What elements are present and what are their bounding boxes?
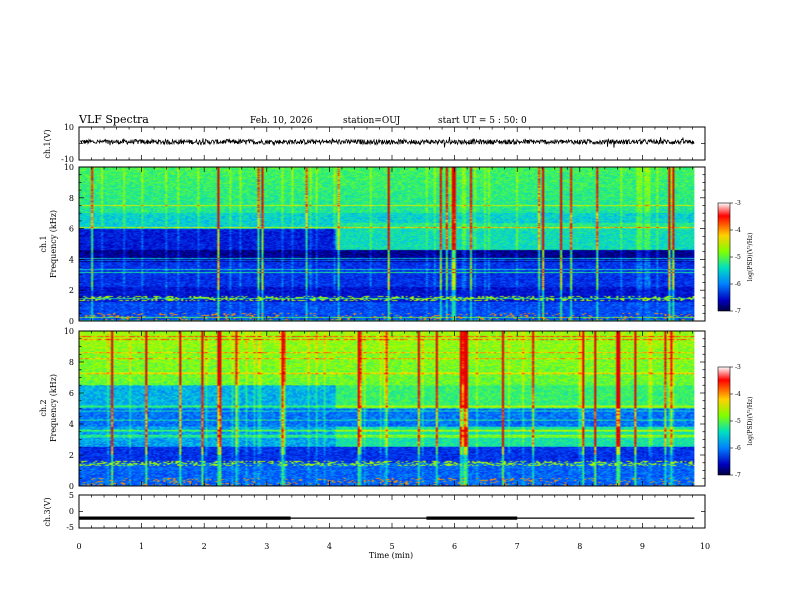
ch3-signal-ticks (78, 494, 706, 529)
ch3-ytick-mid: 0 (69, 507, 74, 516)
ch2-spec-ytick-label: 0 (69, 482, 74, 491)
ch3-signal-panel: 5 0 -5 ch.3(V) (43, 491, 706, 532)
ch2-spectrogram-ylabel: Frequency (kHz) (49, 374, 58, 442)
ch1-spectrogram-panel: 0 2 4 6 8 10 ch.1 Frequency (kHz) (39, 163, 706, 326)
ch2-colorbar-label: log(PSD)(V²/Hz) (747, 397, 754, 446)
x-axis-tick-labels: 0 1 2 3 4 5 6 7 8 9 10 (76, 542, 710, 551)
x-tick-label: 7 (515, 542, 520, 551)
ch1-colorbar-gradient (718, 203, 730, 311)
ch1-waveform-ylabel: ch.1(V) (43, 129, 52, 158)
ch1-waveform-ticks (78, 126, 706, 161)
ch2-colorbar: -3 -4 -5 -6 -7 log(PSD)(V²/Hz) (717, 364, 754, 479)
header-start-time: start UT = 5 : 50: 0 (438, 116, 527, 126)
ch2-colorbar-ticks: -3 -4 -5 -6 -7 (730, 364, 741, 479)
x-tick-label: 8 (577, 542, 582, 551)
header-date: Feb. 10, 2026 (250, 116, 313, 126)
ch2-colorbar-tick-label: -7 (735, 472, 741, 479)
x-tick-label: 6 (452, 542, 457, 551)
ch1-colorbar: -3 -4 -5 -6 -7 log(PSD)(V²/Hz) (717, 200, 754, 315)
ch3-ytick-bottom: -5 (66, 523, 74, 532)
ch2-spec-ytick-label: 2 (69, 451, 74, 460)
ch2-colorbar-gradient (718, 367, 730, 475)
ch1-colorbar-tick-label: -5 (735, 254, 741, 261)
x-tick-label: 3 (264, 542, 269, 551)
x-tick-label: 2 (202, 542, 207, 551)
figure-title: VLF Spectra (78, 113, 149, 126)
ch1-spec-ytick-label: 8 (69, 194, 74, 203)
x-axis-label: Time (min) (369, 551, 413, 560)
x-tick-label: 1 (139, 542, 144, 551)
ch3-ytick-top: 5 (69, 491, 74, 500)
ch2-colorbar-tick-label: -3 (735, 364, 741, 371)
ch1-colorbar-tick-label: -6 (735, 281, 741, 288)
x-tick-label: 9 (640, 542, 645, 551)
ch2-spectrogram-image (79, 331, 695, 486)
ch1-colorbar-ticks: -3 -4 -5 -6 -7 (730, 200, 741, 315)
ch2-colorbar-tick-label: -5 (735, 418, 741, 425)
x-tick-label: 10 (700, 542, 710, 551)
ch3-signal-ylabel: ch.3(V) (43, 497, 52, 526)
x-tick-label: 0 (76, 542, 81, 551)
ch1-spectrogram-ticks: 0 2 4 6 8 10 (64, 163, 706, 326)
ch2-spectrogram-panel: 0 2 4 6 8 10 ch.2 Frequency (kHz) (39, 327, 706, 491)
ch1-spec-ytick-label: 10 (64, 163, 74, 172)
x-tick-label: 4 (327, 542, 332, 551)
ch1-spec-ytick-label: 0 (69, 317, 74, 326)
ch1-ytick-bottom: -10 (61, 155, 74, 164)
ch1-waveform-line (79, 136, 695, 148)
ch1-spectrogram-ylabel: Frequency (kHz) (49, 210, 58, 278)
ch1-waveform-panel: 10 -10 ch.1(V) (43, 123, 706, 164)
ch2-spec-ytick-label: 4 (69, 420, 74, 429)
ch1-colorbar-label: log(PSD)(V²/Hz) (747, 233, 754, 282)
x-tick-label: 5 (389, 542, 394, 551)
ch2-colorbar-tick-label: -6 (735, 445, 741, 452)
ch1-spec-ytick-label: 6 (69, 225, 74, 234)
ch1-colorbar-tick-label: -7 (735, 308, 741, 315)
ch2-spectrogram-ticks: 0 2 4 6 8 10 (64, 327, 706, 491)
header-station: station=OUJ (343, 116, 401, 126)
ch2-spec-ytick-label: 6 (69, 389, 74, 398)
ch1-spectrogram-channel-label: ch.1 (39, 235, 48, 252)
ch1-ytick-top: 10 (64, 123, 74, 132)
ch1-spectrogram-image (79, 167, 695, 321)
ch2-spec-ytick-label: 8 (69, 358, 74, 367)
ch2-spectrogram-channel-label: ch.2 (39, 399, 48, 416)
ch1-spec-ytick-label: 2 (69, 286, 74, 295)
ch1-spec-ytick-label: 4 (69, 255, 74, 264)
ch1-colorbar-tick-label: -4 (735, 227, 741, 234)
ch2-colorbar-tick-label: -4 (735, 391, 741, 398)
ch2-spec-ytick-label: 10 (64, 327, 74, 336)
ch1-colorbar-tick-label: -3 (735, 200, 741, 207)
